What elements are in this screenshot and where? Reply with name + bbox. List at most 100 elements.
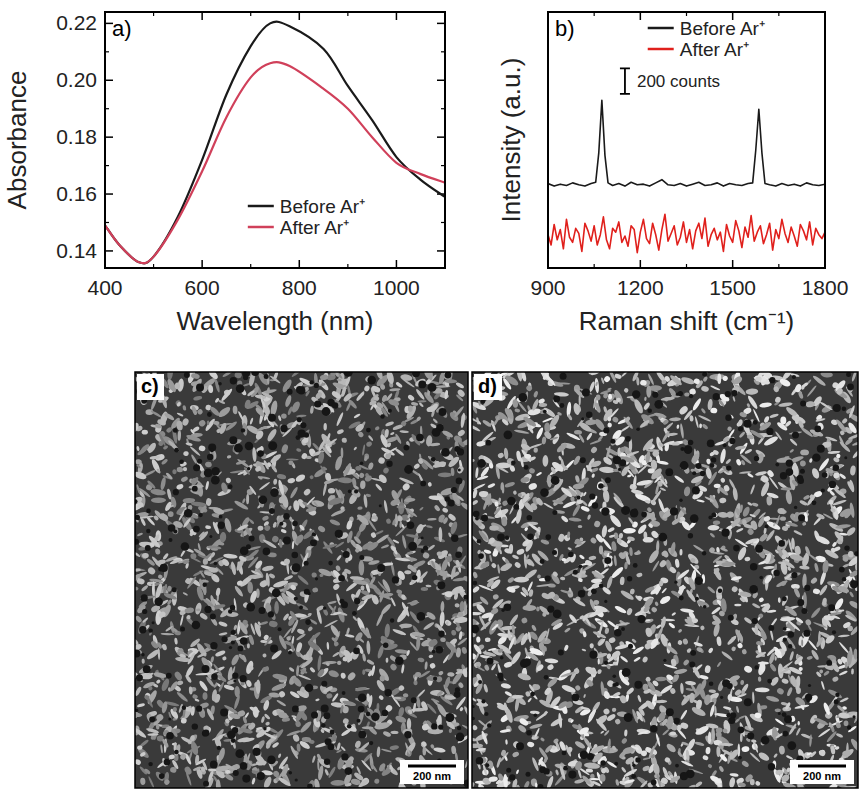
sem-grain — [194, 698, 200, 702]
sem-grain — [160, 678, 171, 692]
sem-grain — [268, 692, 280, 698]
sem-grain — [360, 480, 366, 489]
sem-pore — [383, 643, 388, 648]
sem-grain — [215, 650, 226, 658]
sem-grain — [296, 414, 306, 417]
x-axis-title: Wavelength (nm) — [177, 306, 374, 336]
sem-grain — [177, 650, 190, 658]
sem-grain — [288, 460, 293, 465]
sem-grain — [309, 667, 316, 674]
sem-grain — [224, 420, 238, 432]
sem-pore — [388, 409, 392, 413]
sem-grain — [433, 504, 441, 512]
sem-pore — [136, 674, 143, 681]
x-tick-top — [299, 12, 301, 20]
sem-grain — [336, 428, 344, 435]
sem-pore — [146, 509, 151, 514]
sem-grain — [269, 379, 274, 381]
x-tick — [640, 260, 642, 268]
sem-grain — [401, 594, 407, 601]
sem-grain — [174, 638, 178, 645]
sem-grain — [375, 483, 383, 492]
sem-grain — [195, 758, 207, 766]
sem-grain — [213, 421, 220, 426]
sem-grain — [238, 555, 247, 563]
sem-pore — [305, 619, 311, 625]
sem-grain — [462, 668, 468, 678]
sem-pore — [287, 389, 293, 395]
sem-grain — [169, 708, 180, 720]
sem-pore — [404, 445, 410, 451]
sem-grain — [454, 603, 459, 608]
sem-grain — [169, 680, 179, 692]
sem-grain — [164, 501, 173, 512]
sem-grain — [135, 568, 146, 571]
sem-grain — [449, 728, 453, 733]
sem-grain — [386, 658, 389, 663]
x-tick-label: 1000 — [373, 276, 420, 299]
legend-label: Before Ar⁺ — [680, 18, 765, 39]
sem-pore — [399, 660, 403, 664]
sem-pore — [155, 598, 163, 606]
sem-grain — [412, 702, 416, 712]
sem-grain — [216, 779, 221, 788]
sem-grain — [136, 746, 150, 760]
sem-pore — [283, 536, 291, 544]
sem-grain — [251, 777, 256, 784]
sem-grain — [147, 566, 157, 576]
sem-grain — [268, 504, 276, 516]
sem-grain — [276, 699, 286, 707]
sem-grain — [211, 548, 218, 551]
panel-label: b) — [555, 16, 575, 41]
sem-grain — [203, 692, 208, 700]
sem-grain — [378, 762, 387, 772]
sem-grain — [423, 747, 427, 755]
sem-pore — [211, 674, 218, 681]
sem-grain — [358, 741, 370, 752]
sem-grain — [170, 627, 178, 634]
sem-image — [135, 372, 468, 788]
sem-grain — [139, 515, 155, 519]
sem-grain — [173, 707, 178, 712]
sem-pore — [289, 771, 293, 775]
x-tick — [201, 260, 203, 268]
sem-pore — [145, 545, 151, 551]
sem-grain — [163, 778, 171, 785]
sem-grain — [424, 661, 428, 670]
sem-grain — [324, 769, 329, 777]
sem-grain — [365, 441, 372, 448]
sem-grain — [189, 446, 201, 457]
sem-grain — [160, 476, 167, 490]
sem-grain — [184, 577, 192, 585]
sem-grain — [431, 647, 444, 653]
sem-grain — [454, 616, 468, 623]
sem-grain — [296, 448, 302, 453]
sem-pore — [448, 499, 455, 506]
sem-grain — [369, 762, 378, 773]
sem-grain — [413, 681, 417, 686]
sem-grain — [140, 517, 147, 526]
sem-grain — [142, 553, 149, 559]
sem-grain — [457, 495, 465, 502]
sem-grain — [210, 656, 214, 663]
sem-grain — [370, 514, 379, 523]
sem-grain — [399, 623, 412, 628]
sem-grain — [329, 624, 341, 638]
sem-pore — [214, 562, 218, 566]
sem-grain — [431, 560, 437, 569]
sem-grain — [376, 746, 380, 757]
sem-pore — [184, 509, 193, 518]
sem-grain — [149, 455, 160, 459]
sem-grain — [247, 556, 259, 569]
sem-grain — [440, 558, 449, 572]
sem-grain — [325, 662, 330, 667]
sem-grain — [217, 405, 232, 419]
x-tick-label: 1200 — [617, 276, 664, 299]
sem-grain — [190, 556, 201, 563]
sem-grain — [272, 522, 277, 529]
sem-grain — [302, 737, 312, 743]
scale-bar-label: 200 counts — [637, 72, 720, 91]
sem-grain — [379, 383, 385, 390]
sem-grain — [204, 418, 216, 433]
sem-grain — [323, 423, 327, 431]
